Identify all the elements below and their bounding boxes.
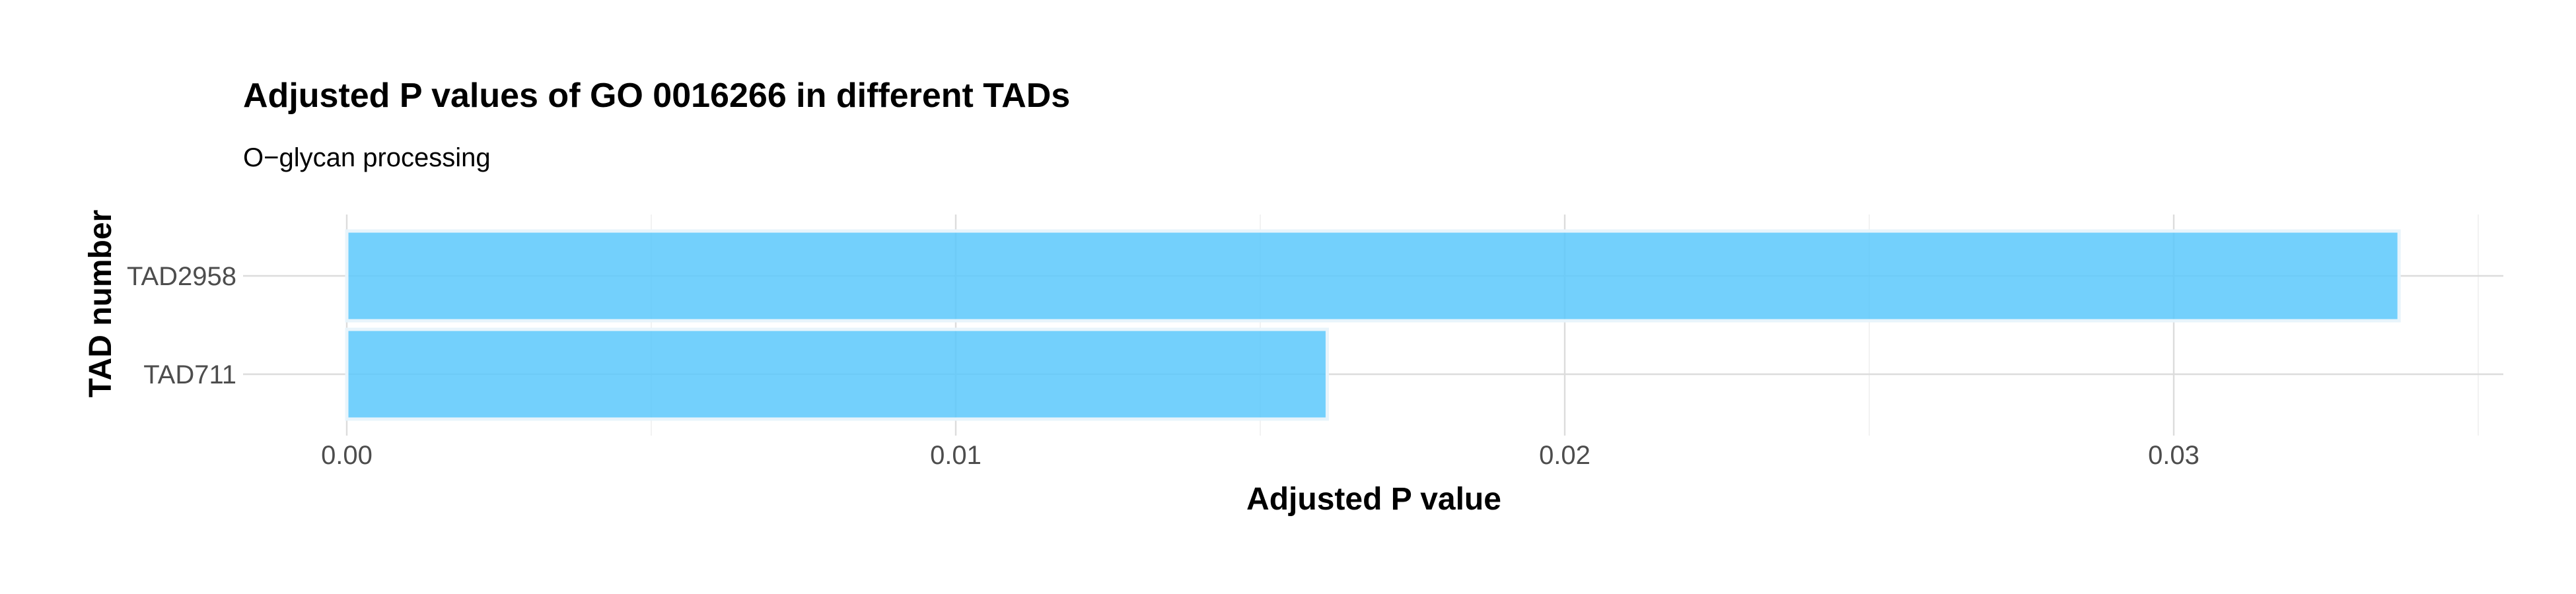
chart-subtitle: O−glycan processing [243, 143, 491, 172]
x-axis-tick-labels: 0.00 0.01 0.02 0.03 [321, 441, 2200, 470]
chart-title: Adjusted P values of GO 0016266 in diffe… [243, 77, 1070, 115]
bar-tad711 [345, 327, 1329, 421]
y-axis-tick-labels: TAD2958 TAD711 [127, 262, 236, 389]
plot-panel [243, 214, 2503, 436]
x-tick-label: 0.02 [1539, 441, 1591, 470]
x-tick-label: 0.01 [930, 441, 982, 470]
x-tick-label: 0.00 [321, 441, 373, 470]
y-tick-label: TAD2958 [127, 262, 236, 291]
bar-tad2958 [345, 229, 2401, 323]
y-axis-title: TAD number [83, 210, 118, 397]
x-axis-title: Adjusted P value [1246, 482, 1501, 517]
y-tick-label: TAD711 [143, 360, 236, 389]
bars [345, 229, 2401, 421]
x-tick-label: 0.03 [2148, 441, 2200, 470]
